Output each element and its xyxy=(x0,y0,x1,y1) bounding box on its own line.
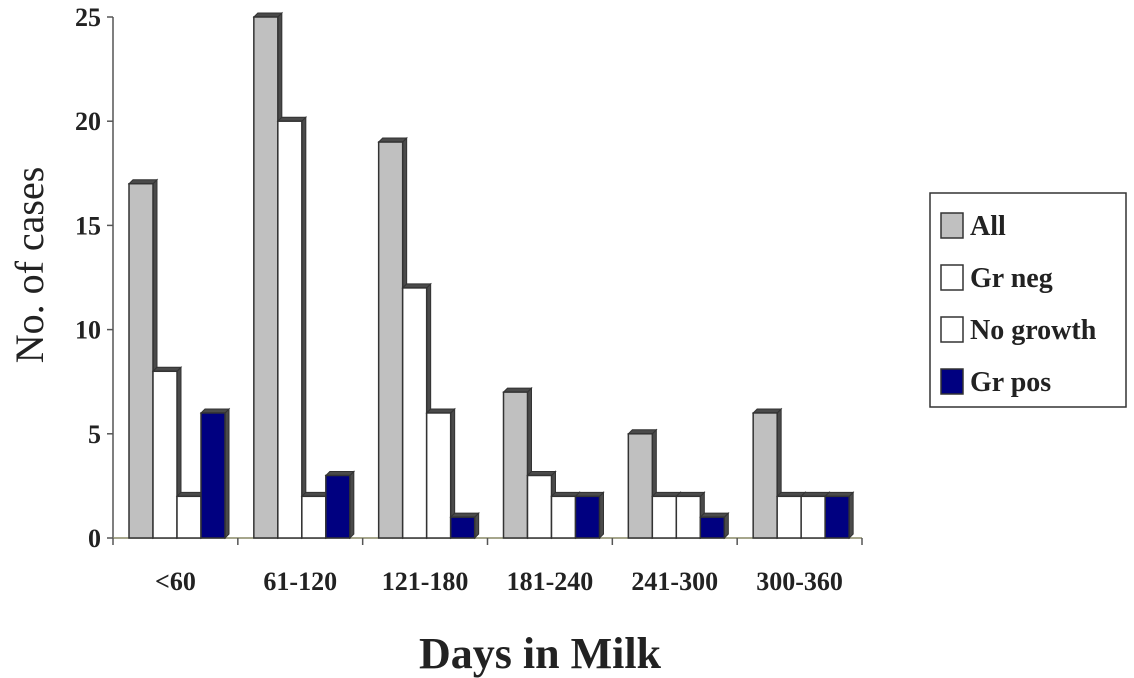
bar xyxy=(574,491,605,540)
bar-front xyxy=(502,391,529,539)
y-axis-title: No. of cases xyxy=(7,167,52,364)
bar-front xyxy=(325,474,351,539)
bar xyxy=(449,511,480,540)
x-tick-label: 181-240 xyxy=(507,567,594,596)
x-axis-title: Days in Milk xyxy=(419,629,662,678)
bar-front xyxy=(675,495,702,539)
bars xyxy=(127,11,855,540)
bar-front xyxy=(176,495,202,539)
legend-label: Gr neg xyxy=(970,263,1053,294)
bar-front xyxy=(574,495,601,539)
bar xyxy=(276,115,308,540)
bar-front xyxy=(800,495,826,539)
bar-front xyxy=(152,370,178,539)
bar xyxy=(823,491,855,540)
legend: All Gr neg No growth Gr pos xyxy=(929,192,1127,408)
y-tick-label: 0 xyxy=(88,524,101,553)
bar-front xyxy=(425,412,452,539)
bar-front xyxy=(401,287,428,539)
bar-front xyxy=(128,182,154,539)
legend-label: Gr pos xyxy=(970,367,1051,398)
legend-swatch xyxy=(940,212,964,239)
x-tick-label: 61-120 xyxy=(263,567,337,596)
y-tick-label: 25 xyxy=(75,3,101,32)
bar-front xyxy=(377,141,404,539)
bar-front xyxy=(776,495,802,539)
legend-swatch xyxy=(940,368,964,395)
bar-front xyxy=(277,120,303,539)
y-tick-label: 10 xyxy=(75,316,101,345)
bar xyxy=(699,511,730,540)
bar-front xyxy=(449,516,476,539)
legend-label: No growth xyxy=(970,315,1097,346)
x-tick-label: 241-300 xyxy=(631,567,718,596)
bar xyxy=(425,407,456,540)
x-axis: <60 61-120 121-180 181-240 241-300 300-360 xyxy=(112,537,863,596)
bar-front xyxy=(526,474,553,539)
legend-swatch xyxy=(940,264,964,291)
bar-front xyxy=(550,495,577,539)
y-tick-label: 20 xyxy=(75,107,101,136)
legend-label: All xyxy=(970,211,1006,242)
bar-front xyxy=(301,495,327,539)
y-tick-label: 15 xyxy=(75,211,101,240)
y-tick-label: 5 xyxy=(88,420,101,449)
legend-swatch xyxy=(940,316,964,343)
bar xyxy=(324,470,356,540)
bar-front xyxy=(824,495,850,539)
bar-front xyxy=(699,516,726,539)
bar-front xyxy=(627,433,654,539)
bar-front xyxy=(200,412,226,539)
x-tick-label: 300-360 xyxy=(756,567,843,596)
x-tick-label: 121-180 xyxy=(382,567,469,596)
x-tick-label: <60 xyxy=(155,567,196,596)
bar-front xyxy=(651,495,678,539)
bar xyxy=(377,136,408,540)
bar-front xyxy=(752,412,778,539)
y-axis: 0 5 10 15 20 25 xyxy=(75,3,114,553)
bar xyxy=(199,407,231,540)
bar-front xyxy=(253,16,279,539)
